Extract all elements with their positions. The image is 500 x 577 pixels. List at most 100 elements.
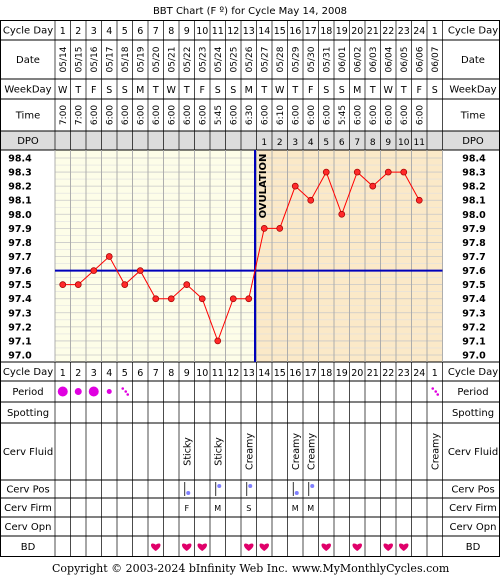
- y-tick-left: 97.4: [8, 294, 32, 305]
- row-label-right-cerv-firm: Cerv Firm: [449, 503, 497, 514]
- cycle-day-label: 10: [196, 368, 208, 379]
- row-label-right-cerv-opn: Cerv Opn: [450, 522, 497, 533]
- cycle-day-label: 1: [60, 368, 66, 379]
- temperature-point: [167, 295, 175, 303]
- row-label-right-bd: BD: [466, 542, 481, 553]
- weekday-label: F: [417, 85, 422, 96]
- cerv-firm-label: S: [246, 504, 251, 513]
- time-label: 6:00: [307, 105, 317, 125]
- chart-title: BBT Chart (F º) for Cycle May 14, 2008: [153, 6, 347, 17]
- row-label-right-time: Time: [460, 111, 485, 122]
- cycle-day-label: 7: [153, 368, 159, 379]
- bd-heart-icon: [399, 543, 409, 551]
- date-label: 05/20: [152, 46, 162, 72]
- dpo-row-bg: [0, 131, 500, 150]
- row-label-cerv-fluid: Cerv Fluid: [3, 447, 53, 458]
- period-spot: [431, 387, 435, 390]
- ovulation-label: OVULATION: [258, 154, 269, 219]
- cerv-pos-dot: [294, 491, 299, 495]
- footer-site-link[interactable]: www.MyMonthlyCycles.com: [292, 562, 450, 575]
- date-label: 05/26: [245, 46, 255, 72]
- bd-heart-icon: [182, 543, 192, 551]
- weekday-label: T: [183, 85, 190, 96]
- weekday-label: S: [339, 85, 345, 96]
- cycle-day-label: 16: [289, 26, 301, 37]
- y-tick-left: 97.9: [8, 224, 31, 235]
- cycle-day-label: 20: [351, 26, 363, 37]
- time-label: 5:45: [214, 105, 224, 125]
- cycle-day-label: 2: [75, 26, 81, 37]
- temperature-point: [369, 182, 377, 190]
- temperature-point: [307, 196, 315, 204]
- date-label: 05/28: [276, 46, 286, 72]
- row-label-right-cycle-day: Cycle Day: [448, 26, 498, 37]
- cycle-day-label: 19: [336, 368, 348, 379]
- cycle-day-label: 24: [413, 26, 425, 37]
- temperature-point: [214, 337, 222, 345]
- time-label: 6:00: [121, 105, 131, 125]
- bd-heart-icon: [352, 543, 362, 551]
- time-label: 6:00: [183, 105, 193, 125]
- weekday-label: W: [58, 85, 68, 96]
- cycle-day-label: 17: [305, 26, 317, 37]
- date-label: 05/29: [291, 46, 301, 72]
- period-dot: [88, 386, 99, 397]
- time-label: 6:00: [384, 105, 394, 125]
- cycle-day-label: 15: [274, 368, 286, 379]
- time-label: 6:30: [245, 105, 255, 125]
- cycle-day-label: 13: [243, 26, 255, 37]
- y-tick-right: 97.1: [462, 336, 485, 347]
- period-dot: [74, 388, 82, 395]
- cycle-day-label: 22: [382, 368, 394, 379]
- row-label-right-date: Date: [461, 55, 485, 66]
- row-label-cycle-day: Cycle Day: [3, 26, 53, 37]
- time-label: 6:00: [291, 105, 301, 125]
- weekday-label: S: [106, 85, 112, 96]
- y-tick-left: 98.2: [8, 182, 31, 193]
- cycle-day-label: 16: [289, 368, 301, 379]
- weekday-label: S: [230, 85, 236, 96]
- cycle-day-label: 9: [184, 26, 190, 37]
- cerv-pos-dot: [217, 484, 222, 488]
- cerv-fluid-label: Creamy: [244, 433, 255, 470]
- cycle-day-label: 18: [320, 26, 332, 37]
- weekday-label: T: [260, 85, 267, 96]
- dpo-label: 9: [385, 138, 391, 148]
- temperature-point: [152, 295, 160, 303]
- time-label: 7:00: [74, 105, 84, 125]
- period-dot: [106, 389, 112, 394]
- y-tick-left: 97.5: [8, 280, 31, 291]
- period-spot: [121, 387, 125, 390]
- temperature-point: [136, 267, 144, 274]
- cerv-pos-dot: [186, 491, 191, 495]
- date-label: 05/22: [183, 47, 193, 73]
- cycle-day-label: 22: [382, 26, 394, 37]
- cycle-day-label: 12: [227, 368, 239, 379]
- dpo-label: 10: [398, 138, 410, 148]
- y-tick-left: 97.0: [8, 351, 32, 362]
- weekday-label: F: [308, 85, 313, 96]
- weekday-label: S: [122, 85, 128, 96]
- y-tick-left: 98.0: [8, 210, 32, 221]
- cycle-day-label: 12: [227, 26, 239, 37]
- bd-heart-icon: [197, 543, 207, 551]
- temperature-point: [229, 295, 237, 303]
- date-label: 05/18: [121, 46, 131, 72]
- temperature-point: [59, 281, 67, 288]
- y-tick-left: 97.2: [8, 322, 31, 333]
- temperature-point: [260, 225, 268, 232]
- temperature-point: [105, 253, 113, 260]
- cerv-firm-label: M: [292, 504, 299, 513]
- y-tick-left: 97.3: [8, 308, 31, 319]
- cycle-day-label: 24: [413, 368, 425, 379]
- dpo-label: 5: [323, 138, 329, 148]
- cycle-day-label: 14: [258, 368, 270, 379]
- weekday-label: W: [384, 85, 394, 96]
- weekday-label: F: [91, 85, 96, 96]
- y-tick-right: 98.3: [462, 168, 485, 179]
- cerv-fluid-label: Creamy: [306, 433, 317, 470]
- temperature-point: [198, 295, 206, 303]
- time-label: 6:00: [198, 105, 208, 125]
- time-label: 6:00: [353, 105, 363, 125]
